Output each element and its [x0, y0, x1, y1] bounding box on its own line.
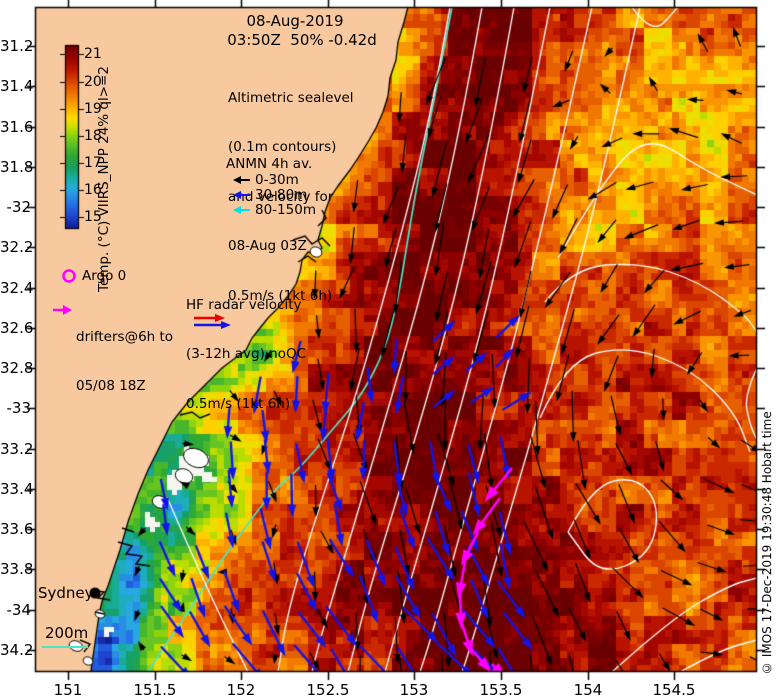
map-date-title: 08-Aug-2019 [246, 12, 344, 30]
hf-radar-legend: HF radar velocity (3-12h avg) noQC 0.5m/… [186, 264, 306, 445]
lat-tick-label: 34.2 [0, 641, 34, 659]
lon-tick-label: 153.5 [479, 681, 523, 699]
lon-tick-label: 152.5 [306, 681, 350, 699]
lat-tick-label: 33.6 [0, 520, 34, 538]
lat-tick-label: -34 [6, 601, 32, 619]
lat-tick-label: 33.4 [0, 480, 34, 498]
lon-tick-label: 153 [399, 681, 429, 699]
lat-tick-label: 31.8 [0, 158, 34, 176]
colorbar-tick-label: 17 [84, 155, 102, 171]
anmn-depth-arrow-icon [233, 175, 250, 184]
altimetric-legend-line: (0.1m contours) [228, 139, 337, 156]
anmn-depth-arrow-icon [233, 205, 250, 214]
sydney-label: Sydney [38, 584, 94, 602]
lon-tick-label: 151.5 [133, 681, 177, 699]
argo-label: Argo 0 [82, 268, 127, 284]
lat-tick-label: -32 [6, 198, 32, 216]
colorbar-tick-label: 19 [84, 101, 102, 117]
colorbar-tick-label: 18 [84, 128, 102, 144]
altimetric-legend-line: 08-Aug 03Z [228, 238, 307, 255]
colorbar-tick-label: 16 [84, 182, 102, 198]
copyright-text: © IMOS 17-Dec-2019 19:30:48 Hobart time [760, 411, 774, 675]
lon-tick-label: 151 [53, 681, 83, 699]
lat-tick-label: -33 [6, 399, 32, 417]
hf-radar-legend-line: HF radar velocity [186, 296, 302, 313]
drifters-legend: drifters@6h to 05/08 18Z [76, 296, 173, 428]
anmn-depth-label: 30-80m [255, 186, 308, 203]
lon-tick-label: 154 [573, 681, 603, 699]
altimetric-legend: Altimetric sealevel (0.1m contours) and … [228, 57, 354, 337]
lat-tick-label: 32.8 [0, 359, 34, 377]
lat-tick-label: 33.8 [0, 560, 34, 578]
anmn-legend-item: 30-80m [233, 186, 316, 203]
colorbar-tick-label: 15 [84, 209, 102, 225]
altimetric-legend-line: 0.5m/s (1kt 6h) [228, 287, 333, 304]
anmn-legend-items: 0-30m 30-80m 80-150m [233, 171, 316, 218]
hf-radar-legend-line: (3-12h avg) noQC [186, 346, 307, 363]
hf-radar-legend-line: 0.5m/s (1kt 6h) [186, 395, 291, 412]
lon-tick-label: 154.5 [652, 681, 696, 699]
map-time-subtitle: 03:50Z 50% -0.42d [227, 31, 377, 49]
lat-tick-label: 33.2 [0, 440, 34, 458]
lat-tick-label: 31.4 [0, 77, 34, 95]
drifters-legend-line: drifters@6h to [76, 328, 174, 345]
colorbar-tick-label: 21 [84, 46, 102, 62]
isobath-200m-line-sample [42, 646, 88, 648]
isobath-200m-label: 200m [45, 624, 89, 642]
colorbar-tick-label: 20 [84, 74, 102, 90]
lat-tick-label: 32.2 [0, 238, 34, 256]
lat-tick-label: 32.4 [0, 279, 34, 297]
lat-tick-label: 31.2 [0, 37, 34, 55]
anmn-depth-label: 0-30m [255, 171, 299, 188]
lat-tick-label: 32.6 [0, 319, 34, 337]
anmn-legend-item: 0-30m [233, 171, 316, 188]
anmn-legend-title: ANMN 4h av. [226, 156, 313, 172]
argo-circle-icon [62, 269, 76, 283]
altimetric-legend-line: Altimetric sealevel [228, 89, 354, 106]
drifters-legend-line: 05/08 18Z [76, 378, 146, 395]
anmn-depth-label: 80-150m [255, 201, 316, 218]
lon-tick-label: 152 [226, 681, 256, 699]
anmn-legend-item: 80-150m [233, 201, 316, 218]
lat-tick-label: 31.6 [0, 118, 34, 136]
drifter-arrow-icon [53, 305, 72, 315]
anmn-depth-arrow-icon [233, 190, 250, 199]
hf-radar-scale-arrows-icon [194, 314, 231, 329]
colorbar-title: Temp. (°C) VIIRS_NPP 24% ql>=2 [96, 66, 112, 292]
